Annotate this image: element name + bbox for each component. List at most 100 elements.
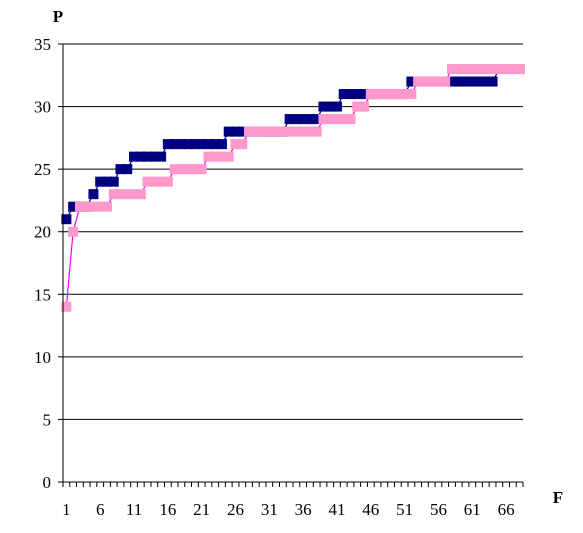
series-1-point-59 [453, 76, 464, 87]
series-2-point-17 [169, 164, 180, 175]
series-1-point-5 [88, 189, 99, 200]
y-tick-label-10: 10 [34, 348, 51, 367]
series-2-point-44 [352, 101, 363, 112]
series-1-point-26 [230, 126, 241, 137]
series-2-point-11 [129, 189, 140, 200]
series-2-point-25 [223, 151, 234, 162]
series-2-point-62 [474, 64, 485, 75]
x-tick-label-36: 36 [295, 500, 312, 519]
series-1-point-9 [115, 164, 126, 175]
series-1-point-16 [162, 139, 173, 150]
series-1-point-58 [446, 76, 457, 87]
series-2-point-18 [176, 164, 187, 175]
series-2-point-60 [460, 64, 471, 75]
series-2-point-48 [379, 89, 390, 100]
y-tick-label-35: 35 [34, 35, 51, 54]
series-1-point-24 [216, 139, 227, 150]
series-1-point-25 [223, 126, 234, 137]
series-2-line [65, 68, 520, 307]
series-2-point-14 [149, 176, 160, 187]
series-2-point-56 [433, 76, 444, 87]
x-tick-label-46: 46 [362, 500, 379, 519]
series-1-point-18 [176, 139, 187, 150]
series-2-point-31 [264, 126, 275, 137]
series-1-point-1 [61, 214, 72, 225]
series-1-point-12 [135, 151, 146, 162]
series-1-point-21 [196, 139, 207, 150]
series-2-point-67 [507, 64, 518, 75]
x-tick-label-61: 61 [464, 500, 481, 519]
gridlines [63, 43, 523, 420]
series-2-point-22 [203, 151, 214, 162]
x-tick-label-16: 16 [159, 500, 176, 519]
series-1-point-60 [460, 76, 471, 87]
series-2-point-68 [514, 64, 525, 75]
series-1-point-62 [474, 76, 485, 87]
series-2-point-51 [399, 89, 410, 100]
series-1-point-40 [325, 101, 336, 112]
series-2-point-64 [487, 64, 498, 75]
x-tick-label-1: 1 [62, 500, 71, 519]
series-2-point-32 [271, 126, 282, 137]
series-1-point-52 [406, 76, 417, 87]
series-1-point-64 [487, 76, 498, 87]
series-1 [61, 64, 525, 225]
series-2-point-45 [359, 101, 370, 112]
series-2-point-54 [419, 76, 430, 87]
series-1-point-22 [203, 139, 214, 150]
series-1-point-45 [359, 89, 370, 100]
series-2-point-49 [386, 89, 397, 100]
series-2-point-2 [68, 226, 79, 237]
x-tick-label-26: 26 [227, 500, 244, 519]
series-2-point-35 [291, 126, 302, 137]
series-2-point-10 [122, 189, 133, 200]
series-1-point-15 [156, 151, 167, 162]
series-2-point-38 [311, 126, 322, 137]
series-2-point-65 [494, 64, 505, 75]
series-1-point-20 [189, 139, 200, 150]
series-1-point-39 [318, 101, 329, 112]
series-2-point-9 [115, 189, 126, 200]
y-tick-label-15: 15 [34, 285, 51, 304]
series-1-point-6 [95, 176, 106, 187]
series-2-point-41 [331, 114, 342, 125]
series-1-point-17 [169, 139, 180, 150]
series-2-point-52 [406, 89, 417, 100]
series-2-point-24 [216, 151, 227, 162]
series-1-point-27 [237, 126, 248, 137]
x-tick-label-41: 41 [328, 500, 345, 519]
series-2-point-26 [230, 139, 241, 150]
series-1-point-63 [480, 76, 491, 87]
series-2-point-47 [372, 89, 383, 100]
series-2-point-46 [365, 89, 376, 100]
series-1-point-7 [101, 176, 112, 187]
series-1-point-38 [311, 114, 322, 125]
x-tick-label-11: 11 [126, 500, 142, 519]
series-2-point-6 [95, 201, 106, 212]
series-2-point-13 [142, 176, 153, 187]
x-axis-title: F [553, 488, 563, 507]
series-1-point-42 [338, 89, 349, 100]
x-tick-label-6: 6 [96, 500, 105, 519]
series-2-point-59 [453, 64, 464, 75]
x-tick-label-21: 21 [193, 500, 210, 519]
series-2-point-29 [250, 126, 261, 137]
series-2-point-23 [210, 151, 221, 162]
series-1-point-35 [291, 114, 302, 125]
series-1-point-10 [122, 164, 133, 175]
series-2-point-42 [338, 114, 349, 125]
y-tick-label-20: 20 [34, 223, 51, 242]
series-2-point-55 [426, 76, 437, 87]
y-tick-label-30: 30 [34, 98, 51, 117]
series-1-point-8 [108, 176, 119, 187]
y-tick-label-25: 25 [34, 160, 51, 179]
series-1-point-61 [467, 76, 478, 87]
series-2-point-61 [467, 64, 478, 75]
series-1-point-34 [284, 114, 295, 125]
series-1-point-14 [149, 151, 160, 162]
x-tick-label-66: 66 [498, 500, 515, 519]
y-tick-label-0: 0 [43, 473, 52, 492]
series-2-point-21 [196, 164, 207, 175]
series-1-point-36 [298, 114, 309, 125]
